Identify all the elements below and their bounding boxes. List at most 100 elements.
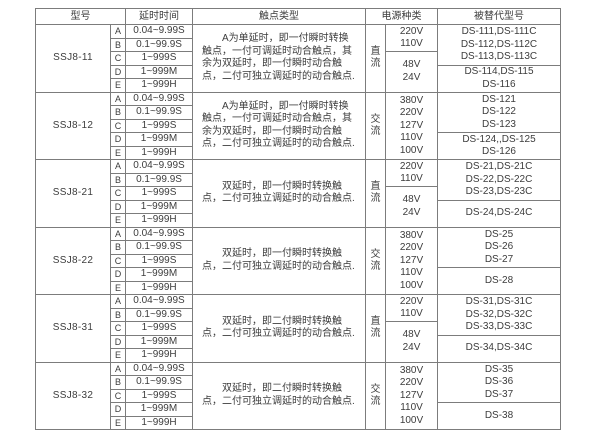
delay-cell: 0.1~99.9S: [125, 240, 193, 255]
power-kind-cell: 直流: [365, 294, 386, 363]
replaced-model-cell-line: DS-36: [484, 376, 514, 387]
voltage-cell: 48V 24V: [385, 321, 438, 363]
voltage-cell: 220V 110V: [385, 159, 438, 187]
replaced-model-cell-line: DS-32,DS-32C: [465, 308, 533, 320]
power-kind-cell: 直流: [365, 24, 386, 93]
replaced-model-cell-line: DS-38: [484, 409, 514, 421]
power-kind-cell: 交流: [365, 226, 386, 295]
delay-cell: 1~999S: [125, 253, 193, 268]
header-delay: 延时时间: [125, 8, 193, 25]
replaced-model-cell: DS-38: [437, 402, 561, 430]
power-kind-char: 直: [370, 316, 381, 328]
replaced-model-cell-line: DS-116: [482, 78, 516, 90]
voltage-cell-line: 24V: [402, 206, 421, 218]
row-letter-cell: C: [110, 253, 126, 268]
replaced-model-cell-line: DS-123: [482, 118, 516, 130]
power-kind-cell: 交流: [365, 91, 386, 160]
replaced-model-cell: DS-114,DS-115 DS-116: [437, 64, 561, 93]
row-letter-cell: E: [110, 348, 126, 363]
replaced-model-cell-line: DS-27: [484, 253, 514, 265]
table-row: SSJ8-31 A 0.04~9.99S 双延时，即二付瞬时转换触点，二付可独立调延时…: [35, 294, 561, 363]
replaced-model-cell-line: DS-124,,DS-125: [462, 133, 536, 145]
voltage-cell-line: 220V: [399, 295, 424, 307]
row-letter-cell: D: [110, 64, 126, 79]
voltage-cell: 48V 24V: [385, 51, 438, 93]
table-row: SSJ8-12 A 0.04~9.99S A为单延时，即一付瞬时转换触点，一付可调延时…: [35, 91, 561, 160]
row-letter-cell: D: [110, 402, 126, 417]
delay-cell: 1~999H: [125, 415, 193, 430]
replaced-model-cell-line: DS-23,DS-23C: [465, 186, 533, 197]
delay-cell: 1~999S: [125, 321, 193, 336]
row-letter-cell: A: [110, 226, 126, 241]
replaced-model-cell-line: DS-33,DS-33C: [465, 321, 533, 332]
replaced-model-cell-line: DS-37: [484, 388, 514, 400]
row-letter-cell: C: [110, 186, 126, 201]
model-cell: SSJ8-22: [35, 226, 111, 295]
delay-cell: 0.1~99.9S: [125, 172, 193, 187]
voltage-cell: 220V 110V: [385, 24, 438, 52]
delay-cell: 0.1~99.9S: [125, 375, 193, 390]
delay-cell: 1~999M: [125, 402, 193, 417]
delay-cell: 1~999H: [125, 280, 193, 295]
replaced-model-cell-line: DS-21,DS-21C: [465, 161, 533, 172]
delay-cell: 1~999H: [125, 348, 193, 363]
voltage-cell-line: 127V: [399, 119, 424, 131]
voltage-cell-line: 48V: [402, 329, 421, 341]
voltage-cell: 48V 24V: [385, 186, 438, 228]
delay-cell: 0.1~99.9S: [125, 37, 193, 52]
power-kind-char: 流: [370, 125, 381, 137]
voltage-cell-line: 380V: [399, 94, 424, 106]
replaced-model-cell-line: DS-28: [484, 274, 514, 286]
delay-cell: 1~999S: [125, 51, 193, 66]
model-cell: SSJ8-11: [35, 24, 111, 93]
replaced-model-cell-line: DS-113,DS-113C: [460, 51, 538, 62]
row-letter-cell: D: [110, 334, 126, 349]
contact-type-cell: 双延时，即一付瞬时转换触点，二付可独立调延时的动合触点.: [192, 159, 366, 228]
power-kind-char: 直: [370, 181, 381, 193]
delay-cell: 0.04~9.99S: [125, 91, 193, 106]
voltage-cell-line: 220V: [399, 242, 424, 253]
voltage-cell-line: 110V: [400, 38, 423, 49]
replaced-model-cell-line: DS-112,DS-112C: [460, 38, 538, 50]
row-letter-cell: A: [110, 159, 126, 174]
replaced-model-cell-line: DS-121: [482, 93, 516, 105]
voltage-cell: 220V 110V: [385, 294, 438, 322]
voltage-cell-line: 48V: [402, 59, 421, 71]
row-letter-cell: C: [110, 118, 126, 133]
table-row: E 1~999H: [36, 78, 561, 93]
table-row: B 0.1~99.9S: [36, 307, 561, 322]
replaced-model-cell: DS-34,DS-34C: [437, 334, 561, 363]
voltage-cell-line: 24V: [402, 71, 421, 83]
voltage-cell-line: 220V: [399, 25, 424, 37]
row-letter-cell: C: [110, 321, 126, 336]
power-kind-char: 交: [370, 383, 381, 395]
replaced-model-cell: DS-21,DS-21C DS-22,DS-22C DS-23,DS-23C: [437, 159, 561, 201]
row-letter-cell: B: [110, 375, 126, 390]
delay-cell: 1~999H: [125, 213, 193, 228]
replaced-model-cell-line: DS-34,DS-34C: [465, 342, 533, 354]
voltage-cell-line: 110V: [400, 267, 423, 278]
replaced-model-cell-line: DS-111,DS-111C: [461, 26, 537, 37]
replaced-model-cell-line: DS-22,DS-22C: [465, 173, 533, 185]
table-row: D 1~999M DS-24,DS-24C: [36, 199, 561, 228]
power-kind-char: 流: [370, 260, 381, 272]
power-kind-char: 交: [370, 113, 381, 125]
spec-table-container: 型号 延时时间 触点类型 电源种类 被替代型号 SSJ8-11 A 0.04~9.99S A为单…: [35, 8, 561, 430]
row-letter-cell: A: [110, 361, 126, 376]
delay-cell: 1~999S: [125, 186, 193, 201]
model-cell: SSJ8-21: [35, 159, 111, 228]
contact-type-cell: A为单延时，即一付瞬时转换触点，一付可调延时动合触点，其余为双延时，即一付瞬时动…: [192, 24, 366, 93]
replaced-model-cell-line: DS-25: [484, 228, 514, 240]
voltage-cell: 380V 220V 127V 110V 100V: [385, 226, 438, 295]
voltage-cell-line: 100V: [399, 279, 424, 291]
model-cell: SSJ8-31: [35, 294, 111, 363]
power-kind-char: 流: [370, 328, 381, 340]
row-letter-cell: A: [110, 294, 126, 309]
voltage-cell-line: 100V: [399, 144, 424, 156]
row-letter-cell: D: [110, 267, 126, 282]
voltage-cell-line: 110V: [400, 308, 423, 319]
table-row: C 1~999S 48V 24V: [36, 321, 561, 363]
replaced-model-cell: DS-28: [437, 267, 561, 295]
contact-type-cell: A为单延时，即一付瞬时转换触点，一付可调延时动合触点，其余为双延时，即一付瞬时动…: [192, 91, 366, 160]
row-letter-cell: E: [110, 213, 126, 228]
